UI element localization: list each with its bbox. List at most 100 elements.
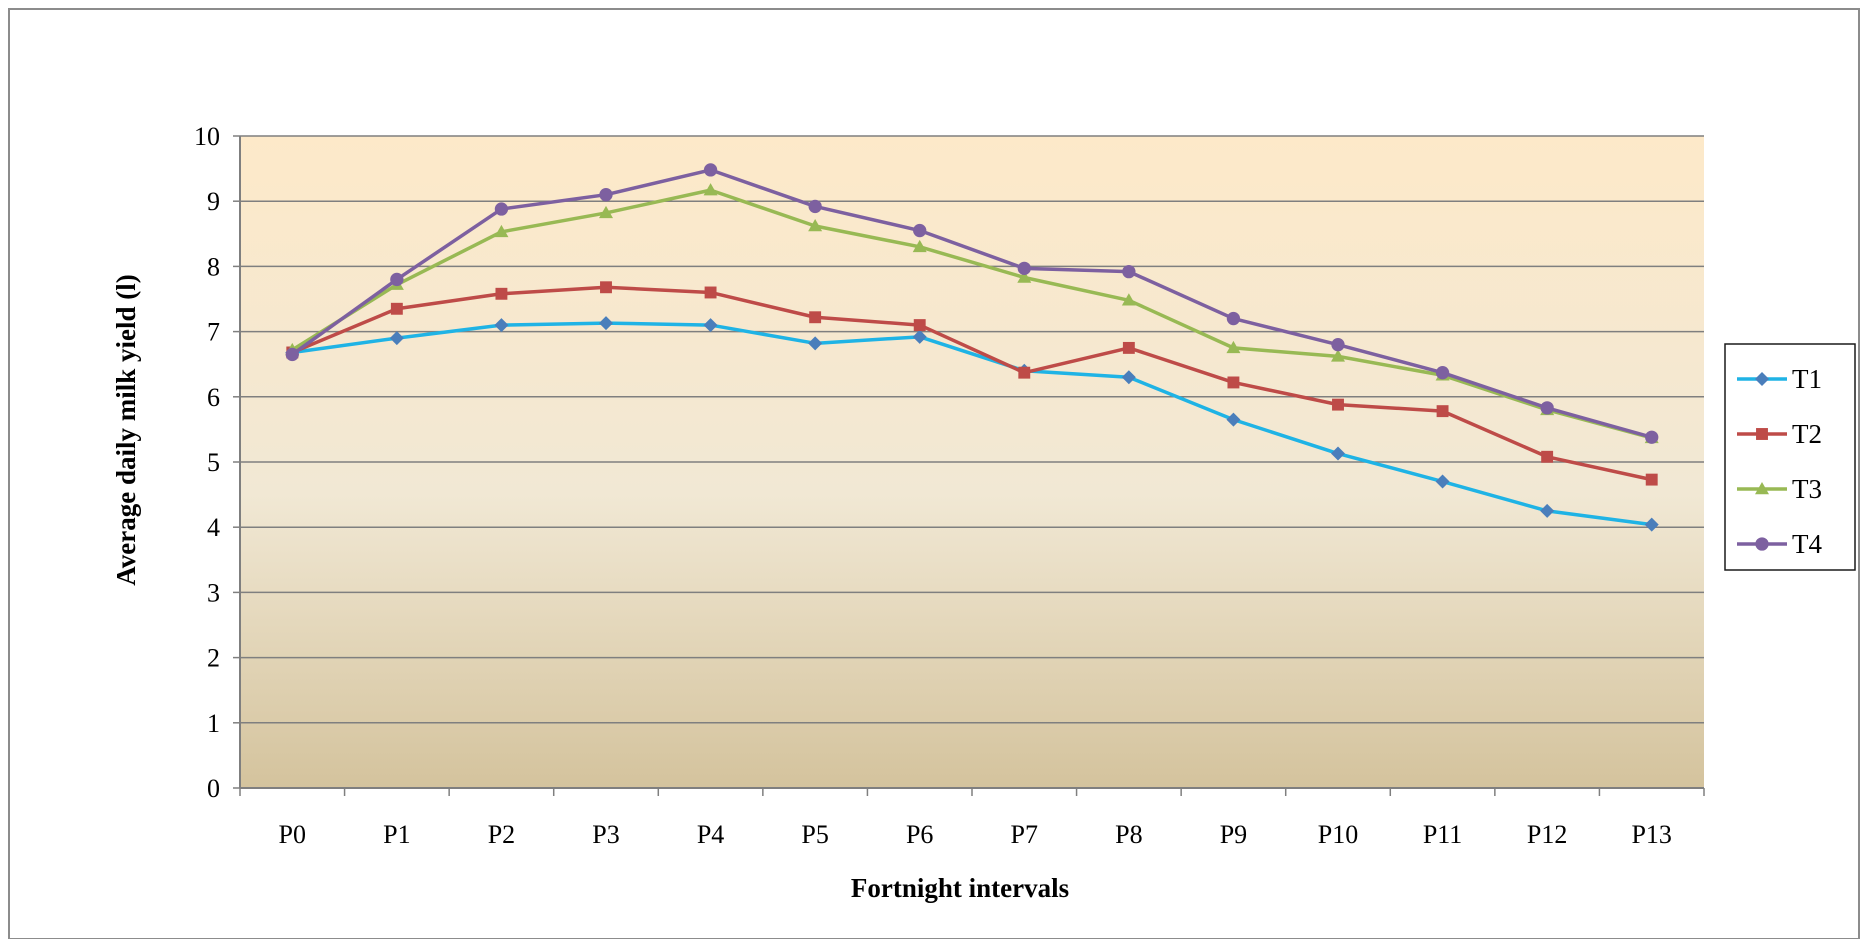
data-point (703, 318, 718, 333)
x-tick-label: P3 (592, 820, 619, 849)
series-line (292, 321, 1652, 527)
x-tick-label: P5 (801, 820, 828, 849)
x-tick-label: P9 (1220, 820, 1247, 849)
y-tick-labels: 0 1 2 3 4 5 6 7 8 9 10 (194, 122, 220, 803)
x-tick-label: P10 (1318, 820, 1358, 849)
y-tick-label: 4 (207, 513, 220, 542)
data-point (1541, 450, 1554, 463)
data-point (1332, 398, 1344, 411)
legend-item: T1 (1737, 364, 1822, 394)
series-T2 (286, 281, 1658, 486)
legend-marker (1755, 482, 1769, 495)
legend-marker (1755, 372, 1769, 386)
y-tick-label: 10 (194, 122, 220, 151)
series-line (291, 285, 1653, 482)
y-tick-label: 9 (207, 187, 220, 216)
data-point (494, 224, 509, 238)
gridlines (233, 135, 1704, 789)
y-tick-label: 3 (207, 578, 220, 607)
y-tick-label: 1 (207, 709, 220, 738)
data-point (703, 183, 718, 196)
data-point (1645, 430, 1659, 444)
data-point (1435, 474, 1450, 489)
data-point (494, 318, 509, 333)
y-tick-label: 7 (207, 318, 220, 347)
data-point (389, 331, 404, 346)
data-point (285, 347, 299, 362)
legend-box (1724, 343, 1856, 571)
data-point (1226, 412, 1241, 427)
data-point (1226, 311, 1241, 326)
legend-item: T2 (1737, 419, 1822, 449)
data-point (1121, 370, 1136, 385)
y-tick-label: 8 (207, 252, 220, 281)
legend-label: T3 (1792, 474, 1822, 504)
x-tick-labels: P0 P1 P2 P3 P4 P5 P6 P7 P8 P9 P10 P11 P12 P13 (239, 788, 1705, 849)
legend-label: T4 (1792, 529, 1822, 559)
legend: T1 T2 T3 T4 (1724, 343, 1856, 571)
data-point (1436, 405, 1449, 418)
legend-items: T1 T2 T3 T4 (1737, 364, 1822, 559)
data-point (912, 329, 927, 344)
x-tick-label: P13 (1631, 820, 1671, 849)
x-tick-label: P12 (1527, 820, 1567, 849)
data-point (913, 319, 926, 332)
data-point (1540, 503, 1555, 518)
data-point (599, 188, 613, 202)
data-point (1435, 366, 1450, 380)
x-tick-label: P11 (1423, 820, 1463, 849)
data-point (703, 163, 718, 177)
data-point (495, 287, 508, 300)
legend-label: T2 (1792, 419, 1822, 449)
y-tick-label: 6 (207, 383, 220, 412)
data-point (1331, 446, 1345, 461)
data-point (1645, 473, 1658, 486)
data-point (704, 286, 717, 299)
legend-item: T3 (1737, 474, 1822, 504)
y-tick-label: 0 (207, 774, 220, 803)
series-line (291, 188, 1653, 440)
x-axis-title: Fortnight intervals (851, 873, 1069, 903)
data-point (1122, 264, 1136, 279)
data-point (913, 223, 927, 238)
data-point (494, 202, 509, 216)
data-point (390, 302, 403, 315)
data-point (600, 281, 612, 294)
data-point (1122, 341, 1135, 354)
data-point (808, 336, 823, 351)
data-point (808, 218, 823, 232)
data-point (1018, 366, 1031, 379)
data-point (599, 316, 613, 331)
data-point (808, 199, 822, 214)
x-tick-label: P0 (279, 820, 306, 849)
data-point (809, 311, 822, 324)
x-tick-label: P6 (906, 820, 933, 849)
series-lines (285, 163, 1659, 532)
legend-label: T1 (1792, 364, 1822, 394)
data-point (1121, 293, 1136, 306)
data-point (912, 239, 927, 253)
legend-marker (1755, 537, 1769, 551)
data-point (390, 272, 404, 287)
legend-item: T4 (1737, 529, 1822, 559)
data-point (1227, 376, 1240, 389)
x-tick-label: P8 (1115, 820, 1142, 849)
data-point (599, 205, 613, 219)
data-point (1331, 337, 1345, 352)
data-point (1644, 517, 1659, 532)
data-point (1331, 349, 1345, 362)
x-tick-label: P7 (1011, 820, 1038, 849)
series-line (291, 168, 1653, 439)
y-tick-label: 5 (207, 448, 220, 477)
x-tick-label: P2 (488, 820, 515, 849)
series-T4 (285, 163, 1659, 444)
data-point (1017, 270, 1032, 283)
x-tick-label: P4 (697, 820, 724, 849)
data-point (1226, 340, 1241, 354)
y-tick-label: 2 (207, 644, 220, 673)
data-point (1540, 401, 1554, 415)
legend-marker (1756, 428, 1768, 440)
x-tick-label: P1 (383, 820, 410, 849)
